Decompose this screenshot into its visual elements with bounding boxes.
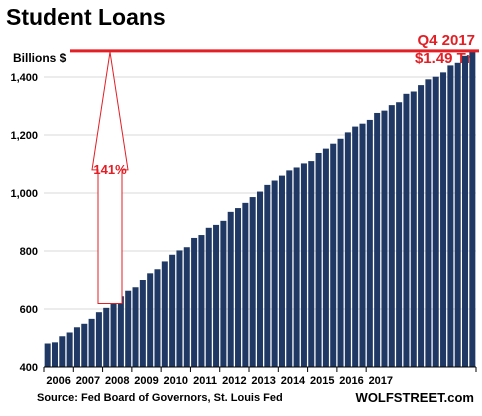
y-tick-label: 400: [20, 362, 38, 374]
bar: [388, 105, 395, 367]
bar: [139, 280, 146, 367]
bar: [418, 85, 425, 368]
bar: [344, 132, 351, 367]
bar: [322, 148, 329, 367]
x-tick-label: 2013: [251, 375, 275, 387]
bar: [256, 191, 264, 367]
axes: 400 600 800 1,000 1,200 1,400 2006 2007 2008 2009…: [10, 72, 477, 387]
x-tick-label: 2006: [46, 375, 70, 387]
bar: [425, 79, 432, 367]
bar: [205, 227, 212, 367]
bar: [125, 290, 132, 367]
bar: [110, 303, 117, 367]
bar: [169, 254, 176, 367]
bar: [264, 184, 271, 367]
bar: [315, 152, 322, 367]
bar: [462, 55, 469, 368]
bar: [366, 119, 373, 367]
bar: [161, 261, 168, 367]
bar: [227, 211, 234, 367]
y-axis-unit-label: Billions $: [13, 51, 67, 65]
y-tick-label: 800: [20, 246, 38, 258]
bar: [147, 273, 154, 367]
callout-period: Q4 2017: [417, 32, 475, 49]
bar: [447, 65, 454, 368]
bar: [454, 62, 461, 367]
source-note: Source: Fed Board of Governors, St. Loui…: [37, 392, 283, 404]
bar: [432, 76, 439, 368]
x-tick-label: 2008: [105, 375, 129, 387]
bar: [278, 175, 285, 367]
bar: [154, 269, 161, 367]
bar: [242, 202, 249, 367]
bar: [359, 123, 366, 367]
bar: [176, 250, 183, 367]
bar: [191, 237, 198, 367]
bar: [308, 161, 315, 367]
bar: [132, 287, 139, 367]
bar: [51, 342, 58, 367]
bar: [88, 318, 95, 367]
bar: [117, 296, 124, 367]
x-tick-label: 2016: [339, 375, 363, 387]
x-tick-label: 2017: [369, 375, 393, 387]
x-tick-label: 2009: [134, 375, 158, 387]
brand-logo-text: WOLFSTREET.com: [355, 390, 474, 405]
growth-arrow: [91, 51, 129, 304]
x-tick-label: 2015: [310, 375, 334, 387]
bar-series: [44, 50, 476, 368]
bar: [81, 323, 88, 367]
x-tick-label: 2010: [164, 375, 188, 387]
bar: [249, 197, 256, 367]
bar: [330, 143, 337, 367]
bar: [381, 110, 388, 367]
bar: [469, 50, 476, 368]
bar: [95, 312, 102, 367]
bar: [73, 327, 80, 367]
bar: [300, 163, 307, 367]
bar: [213, 224, 220, 367]
y-tick-label: 1,200: [10, 130, 38, 142]
bar: [440, 72, 447, 368]
bar: [59, 336, 66, 367]
x-tick-label: 2011: [193, 375, 217, 387]
bar: [396, 102, 403, 367]
bar: [374, 112, 381, 368]
annotations: 141%: [70, 49, 479, 304]
y-tick-label: 1,400: [10, 72, 38, 84]
y-tick-label: 600: [20, 304, 38, 316]
bar: [403, 93, 410, 367]
bar: [44, 343, 51, 367]
bar: [235, 208, 242, 367]
bar: [271, 180, 278, 367]
bar: [220, 220, 227, 367]
bar: [352, 126, 359, 367]
y-tick-label: 1,000: [10, 188, 38, 200]
bar: [66, 332, 73, 367]
bar: [410, 91, 417, 367]
bar: [337, 138, 344, 367]
bar: [198, 235, 205, 367]
bar: [103, 307, 110, 367]
chart-title: Student Loans: [6, 4, 166, 30]
bar: [293, 167, 300, 367]
x-tick-label: 2007: [76, 375, 100, 387]
callout-value: $1.49 Tn: [414, 50, 475, 67]
x-tick-label: 2012: [222, 375, 246, 387]
bar: [286, 170, 293, 367]
x-tick-label: 2014: [281, 375, 306, 387]
bar: [183, 247, 190, 367]
growth-percent-label: 141%: [93, 162, 127, 177]
